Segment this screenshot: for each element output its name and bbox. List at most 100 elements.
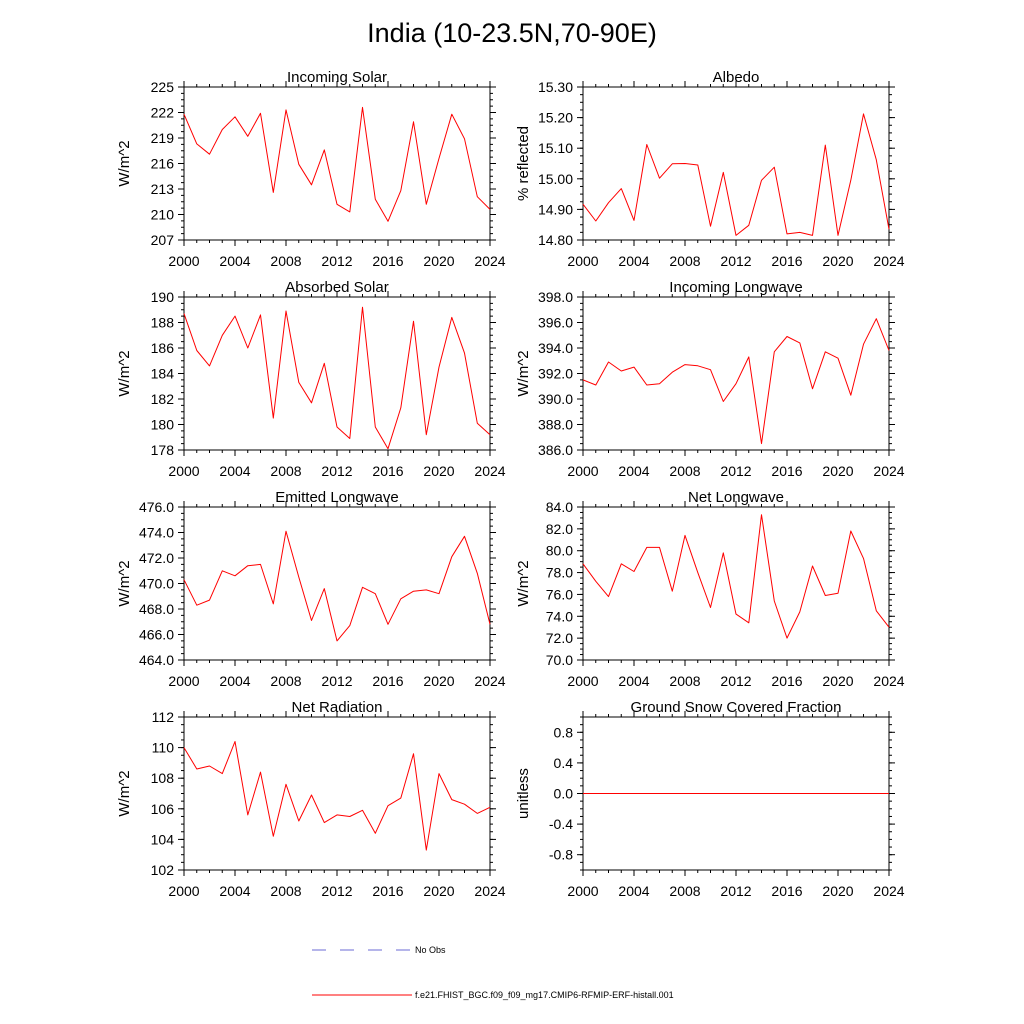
legend-obs-label: No Obs: [415, 945, 446, 955]
x-tick-label: 2000: [168, 463, 199, 479]
y-tick-label: 76.0: [546, 586, 573, 602]
y-tick-label: 392.0: [538, 366, 573, 382]
x-tick-label: 2000: [567, 253, 598, 269]
x-tick-label: 2004: [219, 673, 250, 689]
x-tick-label: 2008: [270, 673, 301, 689]
x-tick-label: 2004: [618, 463, 649, 479]
legend-model-label: f.e21.FHIST_BGC.f09_f09_mg17.CMIP6-RFMIP…: [415, 990, 674, 1000]
panel-title: Emitted Longwave: [275, 489, 398, 506]
series-line: [183, 741, 491, 851]
y-tick-label: 80.0: [546, 543, 573, 559]
x-tick-label: 2016: [771, 673, 802, 689]
y-tick-label: 74.0: [546, 608, 573, 624]
x-tick-label: 2008: [669, 883, 700, 899]
x-tick-label: 2020: [822, 463, 853, 479]
x-tick-label: 2008: [270, 253, 301, 269]
series-line: [582, 318, 890, 445]
y-tick-label: 398.0: [538, 289, 573, 305]
x-tick-label: 2024: [873, 253, 904, 269]
x-tick-label: 2008: [669, 673, 700, 689]
x-tick-label: 2012: [321, 253, 352, 269]
y-axis-label: W/m^2: [116, 140, 133, 186]
y-tick-label: 178: [151, 442, 175, 458]
x-tick-label: 2004: [219, 253, 250, 269]
x-tick-label: 2020: [423, 673, 454, 689]
y-tick-label: 188: [151, 315, 175, 331]
x-tick-label: 2008: [669, 253, 700, 269]
x-tick-label: 2000: [567, 463, 598, 479]
y-axis-label: W/m^2: [116, 770, 133, 816]
y-tick-label: 472.0: [139, 550, 174, 566]
panel-title: Incoming Solar: [287, 69, 387, 86]
panel-title: Absorbed Solar: [285, 279, 388, 296]
x-tick-label: 2020: [822, 253, 853, 269]
y-tick-label: 15.30: [538, 79, 573, 95]
y-tick-label: 468.0: [139, 601, 174, 617]
y-tick-label: 219: [151, 130, 175, 146]
y-axis-label: W/m^2: [515, 560, 532, 606]
x-tick-label: 2016: [372, 883, 403, 899]
y-tick-label: 184: [151, 366, 175, 382]
y-tick-label: 78.0: [546, 565, 573, 581]
y-axis-label: W/m^2: [116, 350, 133, 396]
y-tick-label: 106: [151, 801, 175, 817]
panel-title: Albedo: [713, 69, 760, 86]
panel-title: Incoming Longwave: [669, 279, 802, 296]
y-tick-label: 15.10: [538, 140, 573, 156]
series-line: [183, 306, 491, 450]
x-tick-label: 2012: [321, 463, 352, 479]
y-tick-label: 112: [152, 709, 175, 725]
y-tick-label: 0.4: [554, 755, 574, 771]
x-tick-label: 2016: [372, 253, 403, 269]
x-tick-label: 2024: [474, 253, 505, 269]
x-tick-label: 2024: [474, 883, 505, 899]
chart-panel: Incoming Longwave 386.0 388.0 390.0 392.0 394…: [515, 279, 905, 479]
x-tick-label: 2024: [873, 463, 904, 479]
chart-panel: Ground Snow Covered Fraction -0.8 -0.4 0.0 0…: [515, 699, 905, 899]
y-tick-label: 216: [151, 156, 175, 172]
y-tick-label: 182: [151, 391, 175, 407]
x-tick-label: 2000: [168, 673, 199, 689]
y-tick-label: 388.0: [538, 417, 573, 433]
y-tick-label: 108: [151, 770, 175, 786]
x-tick-label: 2024: [474, 463, 505, 479]
panels: Incoming Solar 207 210 213 216 219 222 225 2000 2…: [116, 69, 905, 899]
y-tick-label: 464.0: [139, 652, 174, 668]
y-tick-label: 82.0: [546, 521, 573, 537]
y-tick-label: -0.8: [549, 847, 573, 863]
x-tick-label: 2016: [771, 253, 802, 269]
y-tick-label: 15.00: [538, 171, 573, 187]
series-line: [582, 113, 890, 236]
x-tick-label: 2008: [270, 463, 301, 479]
y-tick-label: -0.4: [549, 816, 573, 832]
x-tick-label: 2016: [771, 883, 802, 899]
y-tick-label: 15.20: [538, 110, 573, 126]
y-tick-label: 84.0: [546, 499, 573, 515]
x-tick-label: 2012: [720, 883, 751, 899]
x-tick-label: 2000: [567, 673, 598, 689]
x-tick-label: 2020: [423, 463, 454, 479]
x-tick-label: 2008: [669, 463, 700, 479]
series-line: [582, 514, 890, 639]
panel-title: Net Longwave: [688, 489, 784, 506]
x-tick-label: 2008: [270, 883, 301, 899]
y-tick-label: 474.0: [139, 525, 174, 541]
x-tick-label: 2012: [720, 463, 751, 479]
y-tick-label: 476.0: [139, 499, 174, 515]
x-tick-label: 2012: [720, 673, 751, 689]
y-axis-label: % reflected: [515, 126, 532, 201]
y-tick-label: 396.0: [538, 315, 573, 331]
y-tick-label: 110: [152, 740, 175, 756]
y-tick-label: 102: [151, 862, 175, 878]
x-tick-label: 2024: [873, 883, 904, 899]
x-tick-label: 2012: [720, 253, 751, 269]
y-tick-label: 210: [151, 207, 175, 223]
y-tick-label: 180: [151, 417, 175, 433]
y-axis-label: W/m^2: [116, 560, 133, 606]
x-tick-label: 2020: [822, 673, 853, 689]
x-tick-label: 2000: [567, 883, 598, 899]
chart-panel: Absorbed Solar 178 180 182 184 186 188 190 2000 2…: [116, 279, 506, 479]
figure-title: India (10-23.5N,70-90E): [367, 18, 657, 48]
y-axis-label: W/m^2: [515, 350, 532, 396]
